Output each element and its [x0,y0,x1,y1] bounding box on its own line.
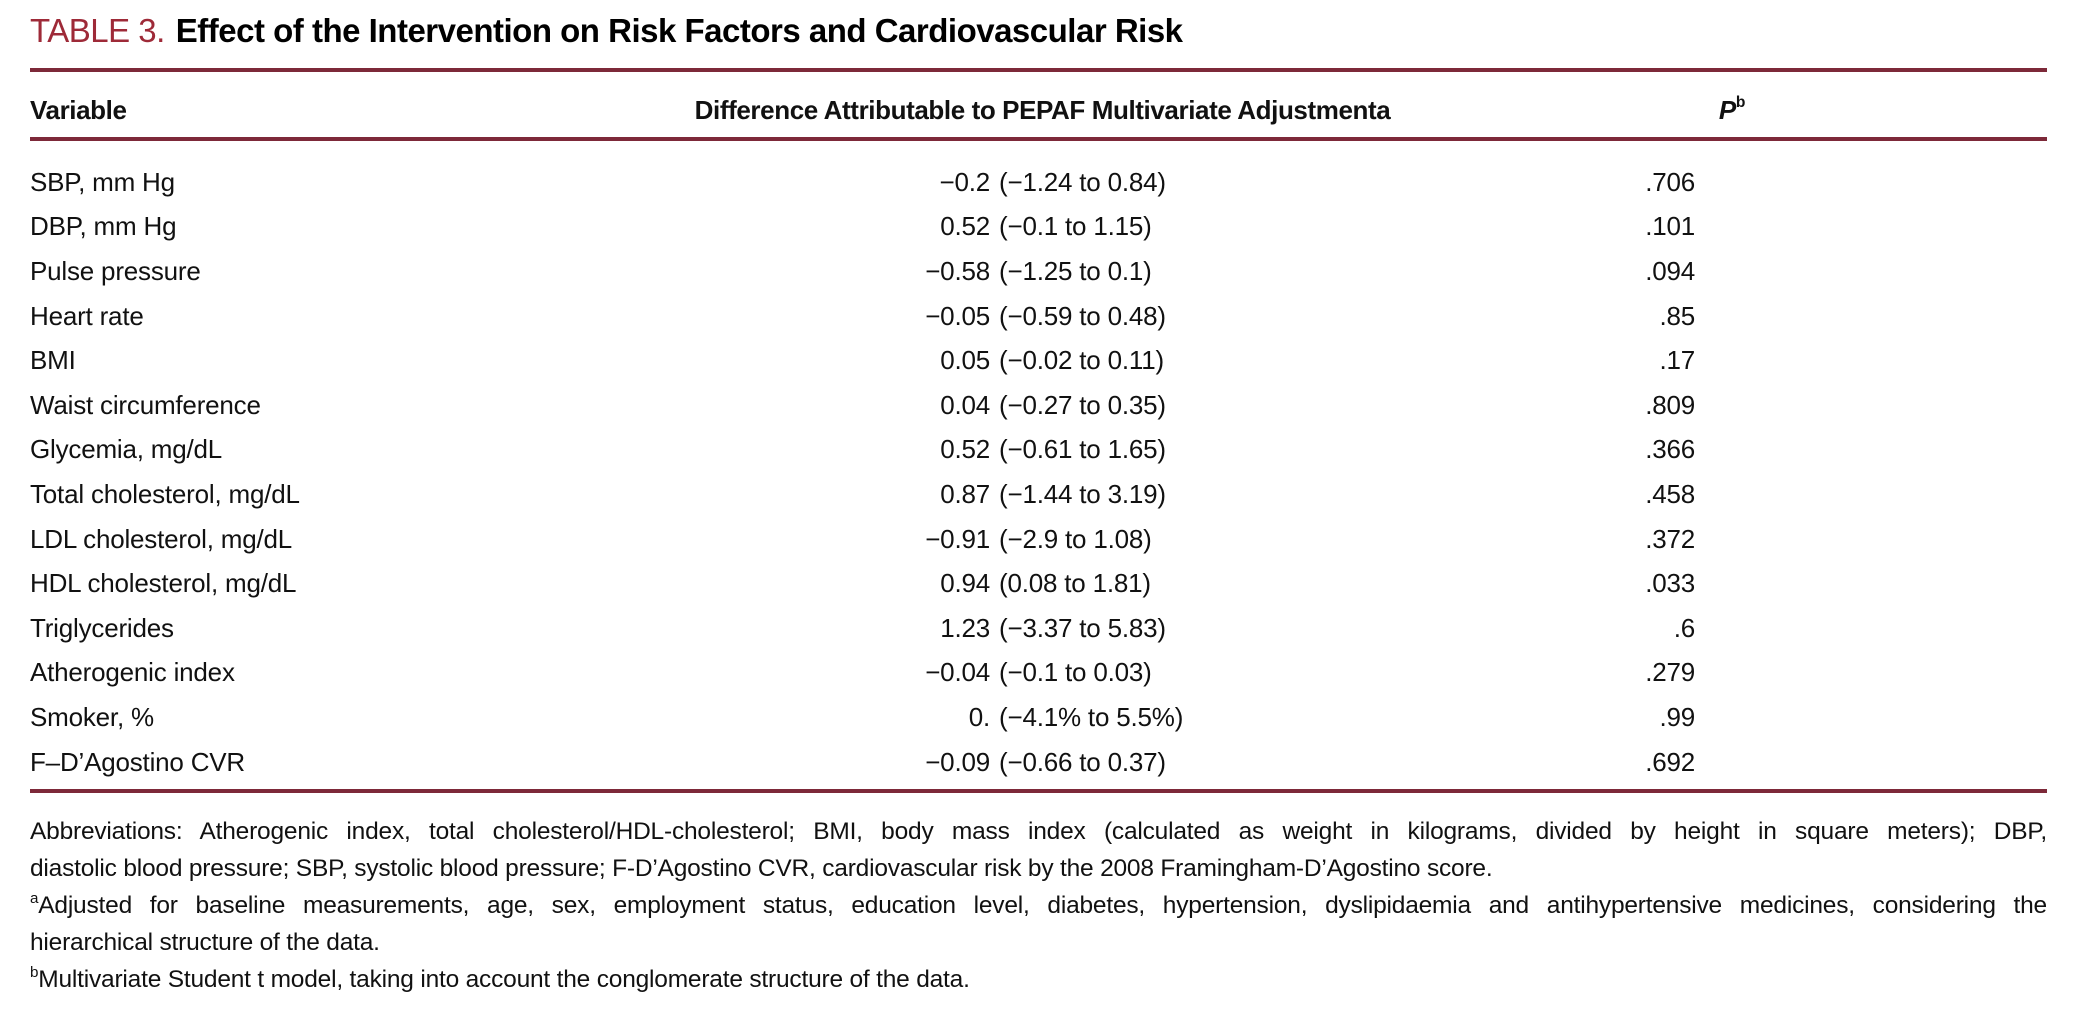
row-estimate-value: −0.04 [925,657,990,688]
row-estimate-value: −0.09 [925,746,990,777]
row-variable-label: Smoker, % [30,701,154,732]
row-p-value: .372 [1645,523,1695,554]
row-variable-label: LDL cholesterol, mg/dL [30,523,292,554]
row-variable-label: DBP, mm Hg [30,211,177,242]
footnote-line: diastolic blood pressure; SBP, systolic … [30,850,2047,887]
row-p-value: .101 [1645,211,1695,242]
column-header-p: Pb [1435,93,1746,126]
table-row: DBP, mm Hg 0.52 (−0.1 to 1.15) .101 [0,205,2075,250]
footnote-superscript: a [30,889,39,907]
row-variable-label: F–D’Agostino CVR [30,746,245,777]
column-header-p-text: P [1718,94,1736,125]
row-p-value: .6 [1673,612,1695,643]
row-p-value: .366 [1645,434,1695,465]
bottom-rule [30,789,2047,793]
row-p-value: .033 [1645,568,1695,599]
row-p-value: .809 [1645,389,1695,420]
table-row: Glycemia, mg/dL 0.52 (−0.61 to 1.65) .36… [0,428,2075,473]
table-title: TABLE 3. Effect of the Intervention on Ri… [30,12,1183,50]
row-confidence-interval: (−1.44 to 3.19) [999,478,1166,509]
row-confidence-interval: (−4.1% to 5.5%) [999,701,1184,732]
row-variable-label: Waist circumference [30,389,261,420]
row-variable-label: Atherogenic index [30,657,235,688]
row-estimate-value: 0.87 [940,478,990,509]
table-row: Triglycerides 1.23 (−3.37 to 5.83) .6 [0,606,2075,651]
row-estimate-value: 0.52 [940,434,990,465]
row-estimate-value: 0.52 [940,211,990,242]
table-row: SBP, mm Hg −0.2 (−1.24 to 0.84) .706 [0,160,2075,205]
row-variable-label: HDL cholesterol, mg/dL [30,568,297,599]
row-confidence-interval: (−1.25 to 0.1) [999,255,1152,286]
row-estimate-value: 1.23 [940,612,990,643]
row-estimate-value: 0.94 [940,568,990,599]
footnote-text: Abbreviations: Atherogenic index, total … [30,818,2047,845]
row-confidence-interval: (0.08 to 1.81) [999,568,1151,599]
row-confidence-interval: (−0.61 to 1.65) [999,434,1166,465]
column-header-difference-text: Difference Attributable to PEPAF Multiva… [694,94,1377,125]
table-body: SBP, mm Hg −0.2 (−1.24 to 0.84) .706 DBP… [0,160,2075,784]
table-number-label: TABLE 3. [30,12,165,49]
footnote-marker-b: b [1735,93,1746,111]
row-estimate-value: 0.05 [940,345,990,376]
table-row: HDL cholesterol, mg/dL 0.94 (0.08 to 1.8… [0,561,2075,606]
header-rule [30,137,2047,141]
row-confidence-interval: (−2.9 to 1.08) [999,523,1152,554]
table-row: Smoker, % 0. (−4.1% to 5.5%) .99 [0,695,2075,740]
footnote-text: Multivariate Student t model, taking int… [38,966,970,993]
row-p-value: .706 [1645,166,1695,197]
footnote-text: diastolic blood pressure; SBP, systolic … [30,855,1493,882]
footnote-superscript: b [30,963,39,981]
row-p-value: .99 [1659,701,1695,732]
column-header-difference: Difference Attributable to PEPAF Multiva… [585,95,1410,126]
row-p-value: .458 [1645,478,1695,509]
table-row: Atherogenic index −0.04 (−0.1 to 0.03) .… [0,651,2075,696]
row-p-value: .85 [1659,300,1695,331]
footnote-marker-a: a [1376,94,1391,125]
footnote-line: hierarchical structure of the data. [30,924,2047,961]
row-confidence-interval: (−0.27 to 0.35) [999,389,1166,420]
row-p-value: .17 [1659,345,1695,376]
row-p-value: .094 [1645,255,1695,286]
row-confidence-interval: (−0.1 to 1.15) [999,211,1152,242]
row-confidence-interval: (−1.24 to 0.84) [999,166,1166,197]
table-row: Waist circumference 0.04 (−0.27 to 0.35)… [0,383,2075,428]
table-row: F–D’Agostino CVR −0.09 (−0.66 to 0.37) .… [0,740,2075,785]
table-row: Total cholesterol, mg/dL 0.87 (−1.44 to … [0,472,2075,517]
row-confidence-interval: (−0.1 to 0.03) [999,657,1152,688]
row-estimate-value: −0.2 [939,166,990,197]
row-confidence-interval: (−0.02 to 0.11) [999,345,1164,376]
row-variable-label: Pulse pressure [30,255,201,286]
footnotes: Abbreviations: Atherogenic index, total … [30,813,2047,998]
row-variable-label: Total cholesterol, mg/dL [30,478,300,509]
table-row: Pulse pressure −0.58 (−1.25 to 0.1) .094 [0,249,2075,294]
table-row: LDL cholesterol, mg/dL −0.91 (−2.9 to 1.… [0,517,2075,562]
row-confidence-interval: (−3.37 to 5.83) [999,612,1166,643]
row-p-value: .279 [1645,657,1695,688]
row-estimate-value: −0.91 [925,523,990,554]
row-variable-label: Glycemia, mg/dL [30,434,223,465]
row-estimate-value: 0. [968,701,990,732]
row-variable-label: Heart rate [30,300,144,331]
row-estimate-value: −0.05 [925,300,990,331]
footnote-text: hierarchical structure of the data. [30,929,380,956]
row-variable-label: SBP, mm Hg [30,166,175,197]
row-variable-label: Triglycerides [30,612,174,643]
row-estimate-value: 0.04 [940,389,990,420]
row-p-value: .692 [1645,746,1695,777]
column-header-variable: Variable [30,94,127,125]
footnote-text: Adjusted for baseline measurements, age,… [38,892,2047,919]
row-confidence-interval: (−0.66 to 0.37) [999,746,1166,777]
row-variable-label: BMI [30,345,76,376]
table-title-text: Effect of the Intervention on Risk Facto… [175,12,1183,49]
table-row: BMI 0.05 (−0.02 to 0.11) .17 [0,338,2075,383]
table-row: Heart rate −0.05 (−0.59 to 0.48) .85 [0,294,2075,339]
row-confidence-interval: (−0.59 to 0.48) [999,300,1166,331]
footnote-line: aAdjusted for baseline measurements, age… [30,887,2047,924]
top-rule [30,68,2047,72]
footnote-line: Abbreviations: Atherogenic index, total … [30,813,2047,850]
table-header-row: Variable Difference Attributable to PEPA… [0,88,2075,132]
footnote-line: bMultivariate Student t model, taking in… [30,961,2047,998]
row-estimate-value: −0.58 [925,255,990,286]
